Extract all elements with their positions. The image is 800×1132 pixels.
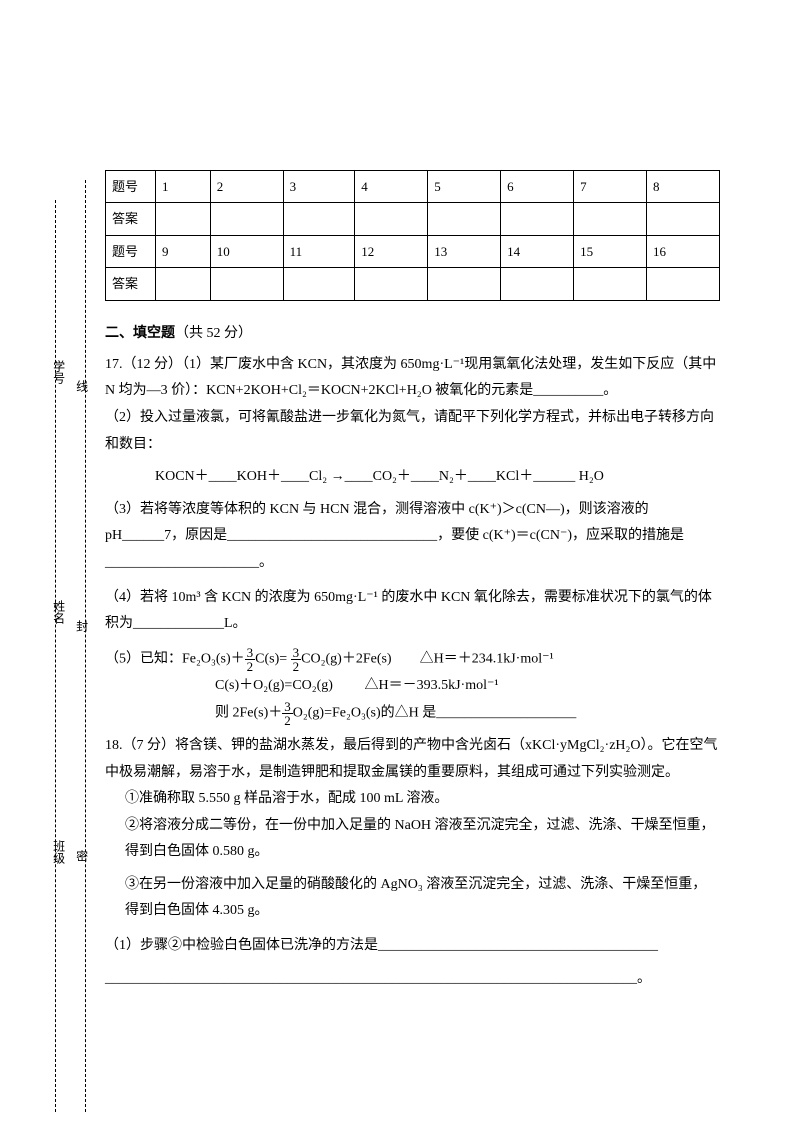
- seal-xian: 线: [70, 380, 92, 392]
- table-cell: 6: [501, 171, 574, 203]
- fraction-3-2: 32: [245, 646, 256, 673]
- q18-sub1: （1）步骤②中检验白色固体已洗净的方法是____________________…: [105, 933, 720, 960]
- q17-p5-line3: 则 2Fe(s)＋32O₂(g)=Fe₂O₃(s)的△H 是__________…: [105, 700, 720, 727]
- table-cell: 7: [574, 171, 647, 203]
- q18-step2: ②将溶液分成二等份，在一份中加入足量的 NaOH 溶液至沉淀完全，过滤、洗涤、干…: [105, 813, 720, 866]
- q17-p5-line2: C(s)＋O₂(g)=CO₂(g) △H＝－393.5kJ·mol⁻¹: [105, 673, 720, 700]
- table-cell: 10: [210, 235, 283, 267]
- q17-p5-pre: （5）已知：Fe₂O₃(s)＋: [105, 651, 245, 666]
- table-cell: 2: [210, 171, 283, 203]
- seal-feng: 封: [70, 620, 92, 632]
- q17-part4: （4）若将 10m³ 含 KCN 的浓度为 650mg·L⁻¹ 的废水中 KCN…: [105, 585, 720, 638]
- table-cell[interactable]: [574, 268, 647, 300]
- table-cell[interactable]: [647, 203, 720, 235]
- fraction-3-2: 32: [291, 646, 302, 673]
- table-answer-label: 答案: [106, 203, 156, 235]
- inner-dashed-line: [55, 200, 56, 1112]
- outer-dashed-line: [85, 180, 86, 1112]
- main-content: 题号 1 2 3 4 5 6 7 8 答案 题号 9 10 11 12 13 1…: [105, 170, 720, 992]
- table-cell: 4: [355, 171, 428, 203]
- q17-part3: （3）若将等浓度等体积的 KCN 与 HCN 混合，测得溶液中 c(K⁺)＞c(…: [105, 497, 720, 524]
- table-cell[interactable]: [428, 268, 501, 300]
- table-cell[interactable]: [283, 268, 355, 300]
- q17-p5-line3-post: O₂(g)=Fe₂O₃(s)的△H 是____________________: [293, 705, 576, 720]
- q17-part3b: pH______7，原因是___________________________…: [105, 523, 720, 576]
- table-cell: 5: [428, 171, 501, 203]
- q18-step3: ③在另一份溶液中加入足量的硝酸酸化的 AgNO₃ 溶液至沉淀完全，过滤、洗涤、干…: [105, 872, 720, 925]
- table-cell[interactable]: [501, 203, 574, 235]
- table-cell[interactable]: [574, 203, 647, 235]
- table-cell[interactable]: [428, 203, 501, 235]
- label-xingming: 姓名: [47, 600, 69, 624]
- answer-table: 题号 1 2 3 4 5 6 7 8 答案 题号 9 10 11 12 13 1…: [105, 170, 720, 301]
- table-cell[interactable]: [210, 203, 283, 235]
- table-cell: 3: [283, 171, 355, 203]
- table-header-label: 题号: [106, 235, 156, 267]
- side-label-column: 学号 姓名 班级 线 封 密: [15, 0, 75, 1132]
- table-header-label: 题号: [106, 171, 156, 203]
- label-banji: 班级: [47, 840, 69, 864]
- table-cell: 1: [156, 171, 211, 203]
- section-2-header: 二、填空题（共 52 分）: [105, 321, 720, 346]
- table-cell: 14: [501, 235, 574, 267]
- table-cell[interactable]: [283, 203, 355, 235]
- table-cell: 15: [574, 235, 647, 267]
- table-cell[interactable]: [156, 268, 211, 300]
- table-cell[interactable]: [355, 268, 428, 300]
- table-cell[interactable]: [210, 268, 283, 300]
- table-cell[interactable]: [647, 268, 720, 300]
- table-cell: 13: [428, 235, 501, 267]
- q18-stem: 18.（7 分）将含镁、钾的盐湖水蒸发，最后得到的产物中含光卤石（xKCl·yM…: [105, 733, 720, 786]
- label-xuehao: 学号: [47, 360, 69, 384]
- q17-p5-mid2: CO₂(g)＋2Fe(s) △H＝＋234.1kJ·mol⁻¹: [301, 651, 554, 666]
- table-cell[interactable]: [501, 268, 574, 300]
- q17-part5: （5）已知：Fe₂O₃(s)＋32C(s)= 32CO₂(g)＋2Fe(s) △…: [105, 646, 720, 673]
- table-cell: 16: [647, 235, 720, 267]
- question-18: 18.（7 分）将含镁、钾的盐湖水蒸发，最后得到的产物中含光卤石（xKCl·yM…: [105, 733, 720, 992]
- section-2-title: 二、填空题: [105, 326, 175, 341]
- seal-mi: 密: [70, 850, 92, 862]
- table-cell: 8: [647, 171, 720, 203]
- question-17: 17.（12 分）（1）某厂废水中含 KCN，其浓度为 650mg·L⁻¹现用氯…: [105, 352, 720, 727]
- q17-p5-line3-pre: 则 2Fe(s)＋: [215, 705, 282, 720]
- section-2-points: （共 52 分）: [175, 326, 252, 341]
- q17-p5-mid1: C(s)=: [255, 651, 291, 666]
- table-cell[interactable]: [156, 203, 211, 235]
- table-cell: 11: [283, 235, 355, 267]
- table-cell: 9: [156, 235, 211, 267]
- table-answer-label: 答案: [106, 268, 156, 300]
- table-cell[interactable]: [355, 203, 428, 235]
- fraction-3-2: 32: [282, 700, 293, 727]
- q17-equation: KOCN＋____KOH＋____Cl₂ →____CO₂＋____N₂＋___…: [135, 464, 720, 491]
- q17-part1: 17.（12 分）（1）某厂废水中含 KCN，其浓度为 650mg·L⁻¹现用氯…: [105, 352, 720, 405]
- table-cell: 12: [355, 235, 428, 267]
- q17-part2: （2）投入过量液氯，可将氰酸盐进一步氧化为氮气，请配平下列化学方程式，并标出电子…: [105, 405, 720, 458]
- q18-step1: ①准确称取 5.550 g 样品溶于水，配成 100 mL 溶液。: [105, 786, 720, 813]
- q18-sub1-line2: ________________________________________…: [105, 966, 720, 993]
